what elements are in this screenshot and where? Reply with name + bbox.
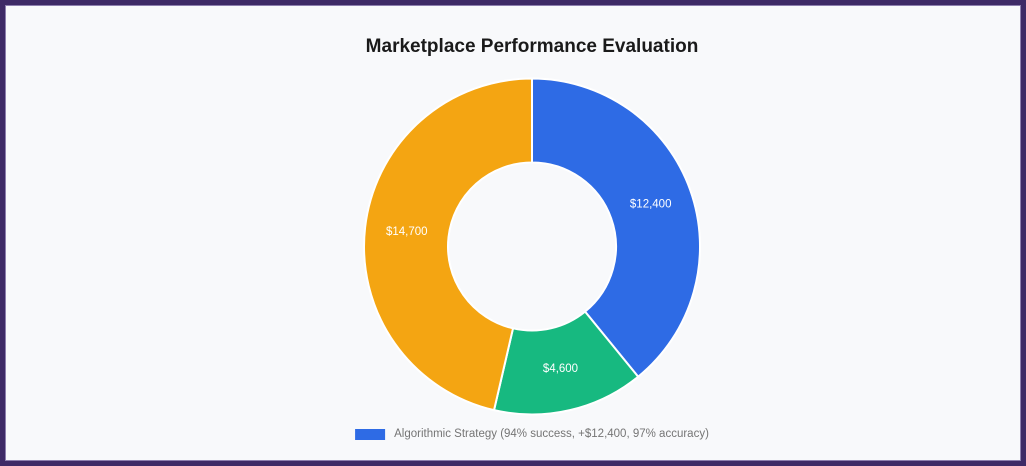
segment-value-label: $12,400 — [630, 198, 672, 210]
donut-segment[interactable] — [531, 77, 702, 378]
legend-swatch[interactable] — [355, 428, 386, 440]
segment-value-label: $4,600 — [543, 363, 578, 375]
donut-segment[interactable] — [363, 77, 533, 412]
legend-item[interactable]: Algorithmic Strategy (94% success, +$12,… — [355, 428, 709, 440]
chart-title: Marketplace Performance Evaluation — [365, 36, 699, 57]
segment-value-label: $14,700 — [386, 226, 428, 238]
legend-label[interactable]: Algorithmic Strategy (94% success, +$12,… — [394, 428, 709, 440]
